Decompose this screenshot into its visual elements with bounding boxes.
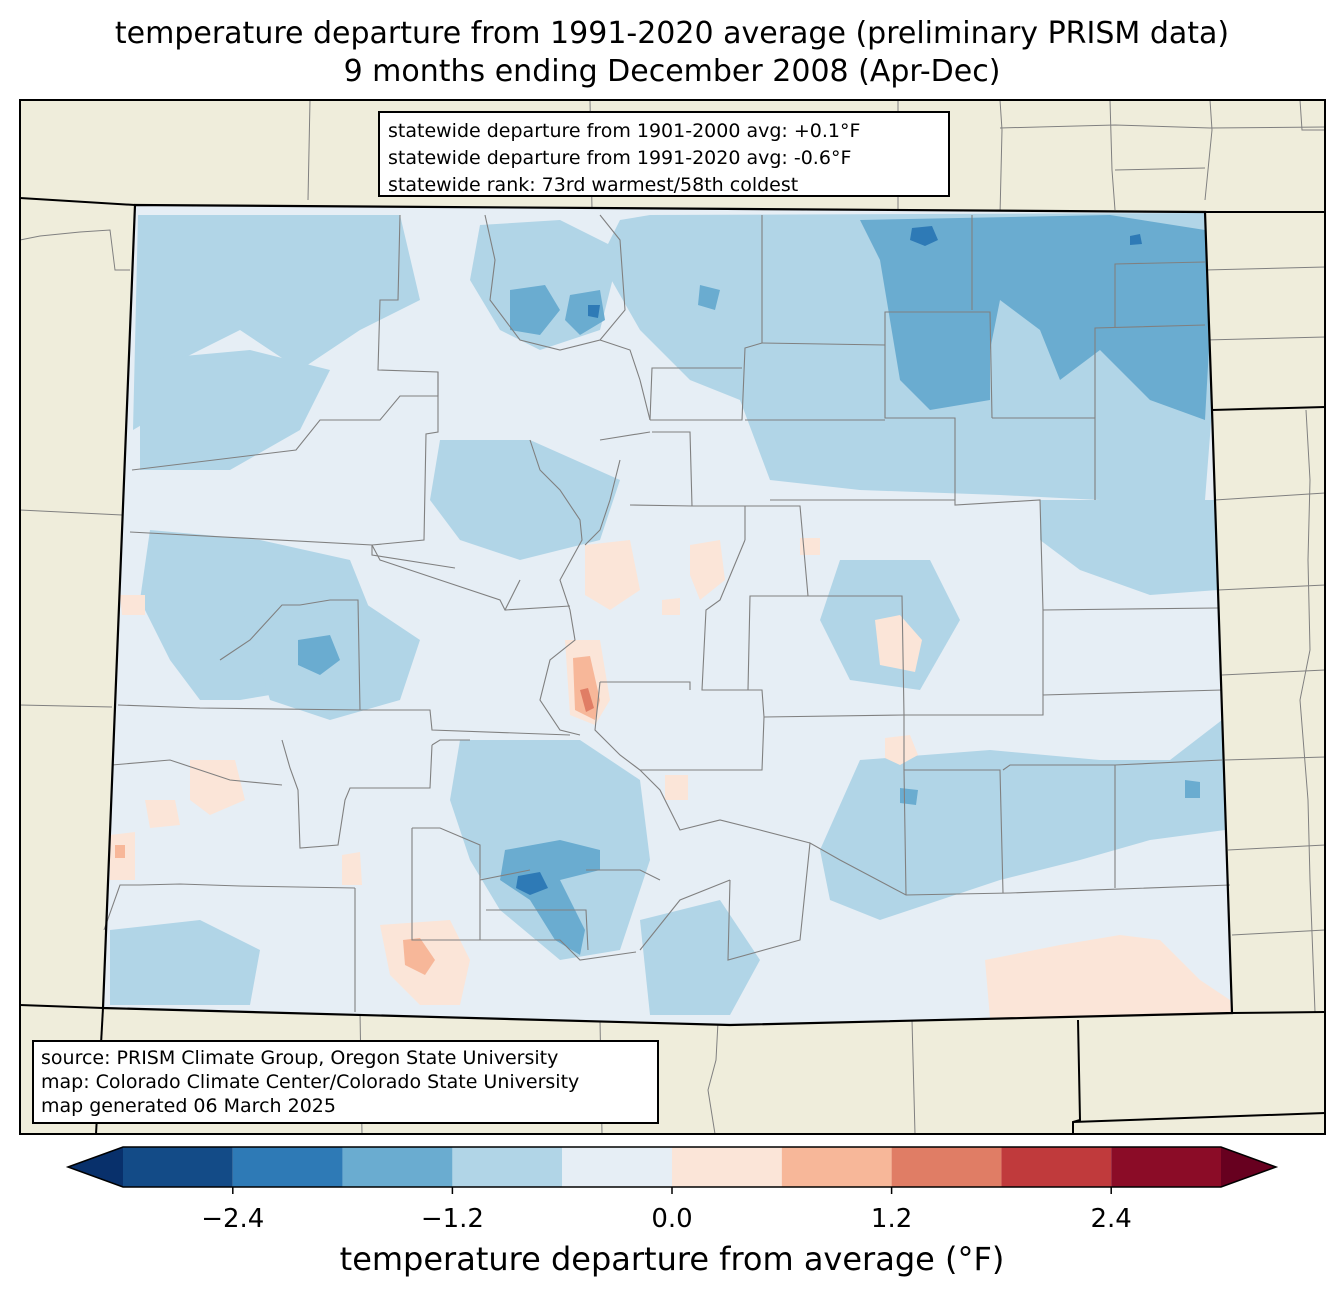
map-title-line1: temperature departure from 1991-2020 ave… [114,16,1230,51]
colorbar [65,1146,1279,1194]
colorbar-under-arrow [68,1147,123,1187]
source-line-prism: source: PRISM Climate Group, Oregon Stat… [41,1047,559,1069]
source-box: source: PRISM Climate Group, Oregon Stat… [32,1040,659,1124]
colorbar-outline [65,1146,1279,1188]
colorbar-bin [672,1147,782,1187]
stats-line-1991-2020: statewide departure from 1991-2020 avg: … [388,147,852,169]
colorbar-bin [891,1147,1002,1187]
colorbar-bin [562,1147,672,1187]
source-line-map: map: Colorado Climate Center/Colorado St… [41,1071,580,1093]
colorbar-bin [452,1147,563,1187]
colorbar-bin [1111,1147,1221,1187]
county-lines [103,214,1231,1012]
colorbar-label: temperature departure from average (°F) [339,1240,1005,1278]
stats-line-rank: statewide rank: 73rd warmest/58th coldes… [388,174,799,196]
colorbar-tick-label: −1.2 [420,1204,484,1234]
colorbar-bin [123,1147,233,1187]
colorbar-tick-label: 0.0 [651,1204,693,1234]
colorbar-tick-label: −2.4 [201,1204,265,1234]
colorbar-tick-label: 1.2 [870,1204,913,1234]
colorbar-bin [342,1147,453,1187]
colorbar-over-arrow [1221,1147,1276,1187]
map-title-line2: 9 months ending December 2008 (Apr-Dec) [343,54,1001,89]
colorbar-tick-label: 2.4 [1090,1204,1132,1234]
colorbar-bin [781,1147,892,1187]
map-frame [19,99,1326,1135]
source-line-generated: map generated 06 March 2025 [41,1095,336,1117]
colorbar-bin [1001,1147,1112,1187]
colorbar-bin [232,1147,343,1187]
statewide-stats-box: statewide departure from 1901-2000 avg: … [378,111,950,197]
stats-line-1901-2000: statewide departure from 1901-2000 avg: … [388,120,861,142]
